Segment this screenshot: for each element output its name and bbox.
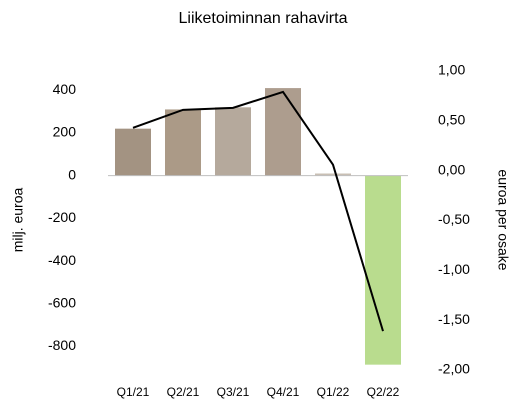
y-tick-label: -200: [48, 209, 76, 225]
y-tick-label: -800: [48, 337, 76, 353]
y2-tick-label: 0,50: [438, 112, 465, 128]
bar: [215, 107, 251, 176]
x-tick-label: Q2/21: [167, 385, 200, 399]
bar: [315, 173, 351, 176]
y-tick-label: 200: [53, 124, 77, 140]
x-tick-label: Q1/21: [117, 385, 150, 399]
x-tick-label: Q4/21: [267, 385, 300, 399]
y-axis-label: milj. euroa: [10, 188, 26, 253]
bar: [365, 175, 401, 365]
y2-axis-label: euroa per osake: [495, 169, 511, 270]
line: [132, 90, 384, 332]
y-tick-label: -600: [48, 294, 76, 310]
x-tick-label: Q3/21: [217, 385, 250, 399]
y2-tick-label: -1,00: [438, 261, 470, 277]
y2-tick-label: -1,50: [438, 311, 470, 327]
y-tick-label: -400: [48, 252, 76, 268]
bar: [265, 88, 301, 176]
y-tick-label: 0: [68, 166, 76, 182]
y2-tick-label: -2,00: [438, 361, 470, 377]
y2-tick-label: 0,00: [438, 161, 465, 177]
bar: [115, 128, 151, 176]
x-tick-label: Q2/22: [367, 385, 400, 399]
y-tick-label: 400: [53, 81, 77, 97]
y2-tick-label: -0,50: [438, 211, 470, 227]
chart-title: Liiketoiminnan rahavirta: [179, 10, 348, 27]
x-tick-label: Q1/22: [317, 385, 350, 399]
y2-tick-label: 1,00: [438, 62, 465, 78]
bar: [165, 109, 201, 176]
